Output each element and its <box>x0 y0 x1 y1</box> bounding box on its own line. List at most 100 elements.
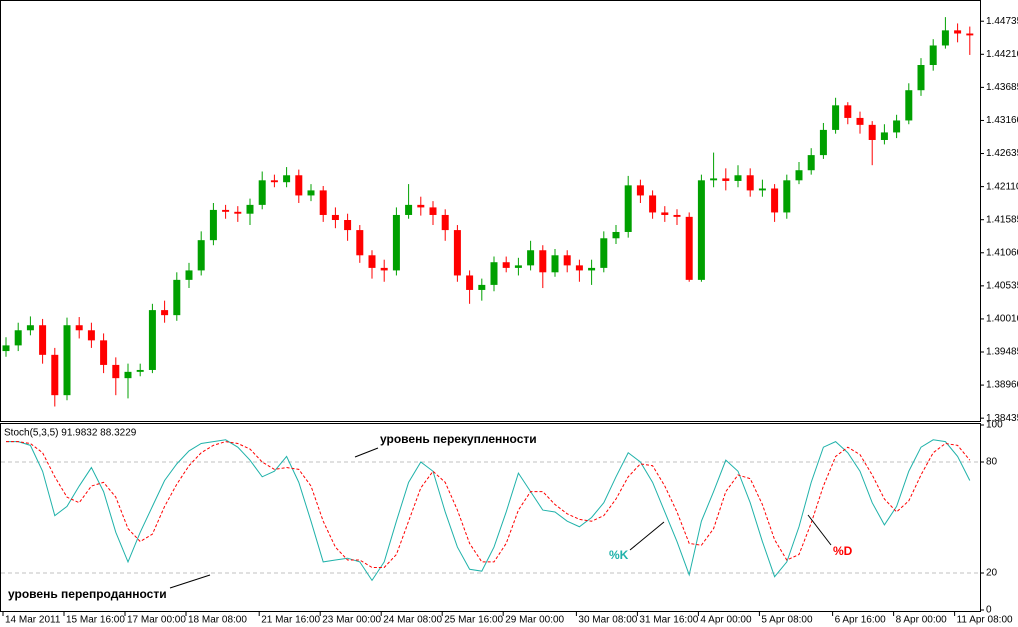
annotation: уровень перепроданности <box>8 587 167 601</box>
y-tick-label: 0 <box>986 605 992 616</box>
candle-body <box>746 175 754 191</box>
candle-body <box>429 207 437 215</box>
candle-body <box>173 279 181 316</box>
candle-body <box>600 238 608 268</box>
y-tick-label: 1.44210 <box>986 49 1018 60</box>
candle-body <box>405 204 413 215</box>
y-tick-label: 80 <box>986 457 998 468</box>
candle-body <box>539 250 547 273</box>
candle-body <box>929 45 937 66</box>
candle-body <box>26 325 34 331</box>
candle-body <box>941 30 949 46</box>
candle-body <box>112 364 120 379</box>
x-tick-label: 30 Mar 08:00 <box>578 615 637 626</box>
candle-body <box>283 175 291 183</box>
series-line <box>6 441 971 568</box>
candle-body <box>14 330 22 346</box>
x-tick-label: 18 Mar 08:00 <box>188 615 247 626</box>
candle-body <box>514 265 522 268</box>
candle-body <box>417 204 425 208</box>
x-tick-label: 5 Apr 08:00 <box>761 615 813 626</box>
x-tick-label: 29 Mar 00:00 <box>505 615 564 626</box>
annotation: уровень перекупленности <box>380 432 537 446</box>
stoch-panel <box>0 423 981 612</box>
candle-body <box>331 214 339 221</box>
candle-body <box>392 214 400 271</box>
candle-body <box>917 65 925 91</box>
x-tick-label: 17 Mar 00:00 <box>127 615 186 626</box>
candle-body <box>807 155 815 171</box>
y-tick-label: 1.38960 <box>986 380 1018 391</box>
candle-body <box>307 190 315 196</box>
candle-body <box>136 369 144 372</box>
x-tick-label: 8 Apr 00:00 <box>896 615 948 626</box>
y-tick-label: 1.41585 <box>986 214 1018 225</box>
candle-body <box>636 185 644 196</box>
y-tick-label: 1.43685 <box>986 82 1018 93</box>
candle-body <box>258 180 266 205</box>
candle-body <box>710 178 718 181</box>
candle-body <box>356 230 364 256</box>
y-tick-label: 1.40535 <box>986 280 1018 291</box>
candle-body <box>795 170 803 181</box>
x-tick-label: 21 Mar 16:00 <box>261 615 320 626</box>
candle-body <box>588 267 596 271</box>
x-tick-label: 24 Mar 08:00 <box>383 615 442 626</box>
candle-body <box>185 270 193 280</box>
candle-body <box>368 255 376 268</box>
candle-body <box>490 262 498 285</box>
candle-body <box>344 220 352 231</box>
candle-body <box>234 211 242 214</box>
candle-body <box>771 188 779 213</box>
series-pointer <box>807 514 832 546</box>
candle-body <box>722 178 730 181</box>
candle-body <box>441 214 449 231</box>
candle-body <box>39 325 47 355</box>
series-line <box>6 439 971 582</box>
candle-body <box>124 371 132 379</box>
candle-body <box>466 275 474 290</box>
candle-body <box>222 209 230 212</box>
candle-body <box>966 33 974 36</box>
candle-body <box>661 212 669 215</box>
candle-body <box>905 90 913 121</box>
candle-body <box>673 214 681 217</box>
candle-body <box>612 231 620 239</box>
candle-body <box>380 267 388 271</box>
x-tick-label: 6 Apr 16:00 <box>835 615 887 626</box>
y-tick-label: 20 <box>986 568 998 579</box>
y-tick-label: 1.38435 <box>986 413 1018 424</box>
x-tick-label: 15 Mar 16:00 <box>66 615 125 626</box>
candle-body <box>319 190 327 215</box>
candle-body <box>832 105 840 130</box>
y-tick-label: 1.42110 <box>986 181 1018 192</box>
candle-body <box>148 310 156 370</box>
candle-body <box>685 216 693 280</box>
y-tick-label: 1.44735 <box>986 16 1018 27</box>
y-tick-label: 100 <box>986 420 1003 431</box>
candle-body <box>758 188 766 191</box>
candle-body <box>819 129 827 156</box>
candle-body <box>161 310 169 316</box>
candle-body <box>270 180 278 183</box>
candle-body <box>563 255 571 266</box>
candle-body <box>63 325 71 396</box>
candle-body <box>75 325 83 331</box>
indicator-title: Stoch(5,3,5) 91.9832 88.3229 <box>4 428 137 439</box>
candle-body <box>527 250 535 266</box>
candle-body <box>51 354 59 396</box>
candle-body <box>868 124 876 140</box>
y-tick-label: 1.41060 <box>986 247 1018 258</box>
y-tick-label: 1.39485 <box>986 347 1018 358</box>
candle-body <box>551 255 559 273</box>
series-label: %D <box>833 544 853 558</box>
candle-body <box>697 180 705 280</box>
candle-body <box>649 195 657 213</box>
candle-body <box>880 132 888 140</box>
candle-body <box>197 240 205 271</box>
candle-body <box>295 175 303 196</box>
x-tick-label: 11 Apr 08:00 <box>957 615 1013 626</box>
candle-body <box>2 345 10 352</box>
